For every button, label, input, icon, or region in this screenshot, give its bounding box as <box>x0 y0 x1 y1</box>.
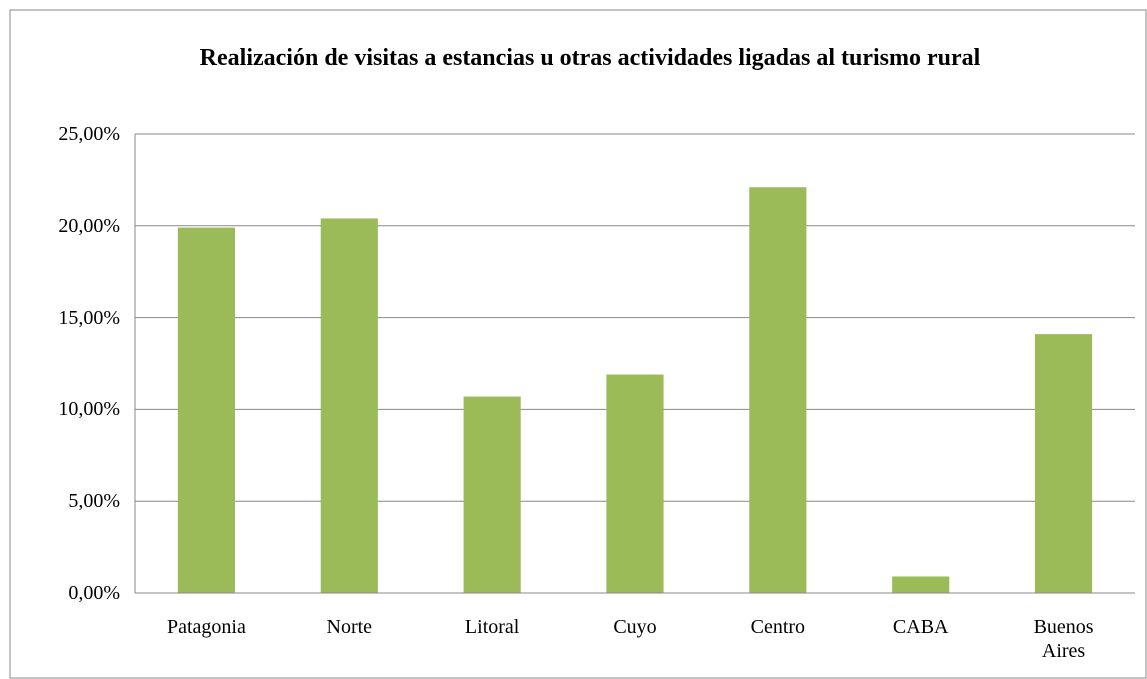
y-tick-label: 0,00% <box>68 582 120 604</box>
x-tick-label: CABA <box>892 616 949 638</box>
bar <box>606 374 664 593</box>
x-tick-label: Centro <box>750 616 806 638</box>
x-tick-label: Buenos Aires <box>1033 616 1094 662</box>
bar <box>463 396 521 593</box>
bar <box>749 187 807 593</box>
x-tick-label: Patagonia <box>166 616 246 638</box>
y-tick-label: 20,00% <box>58 214 120 237</box>
y-tick-label: 25,00% <box>58 123 120 145</box>
bar <box>320 218 378 593</box>
chart-title: Realización de visitas a estancias u otr… <box>199 45 981 71</box>
bar <box>892 576 950 593</box>
bar <box>1035 334 1093 593</box>
bar <box>177 227 235 594</box>
y-tick-label: 15,00% <box>58 306 120 329</box>
x-tick-label: Norte <box>326 616 373 638</box>
y-tick-label: 5,00% <box>68 490 120 513</box>
y-tick-label: 10,00% <box>58 398 120 421</box>
x-tick-label: Cuyo <box>613 616 657 638</box>
x-tick-label: Litoral <box>464 616 520 638</box>
